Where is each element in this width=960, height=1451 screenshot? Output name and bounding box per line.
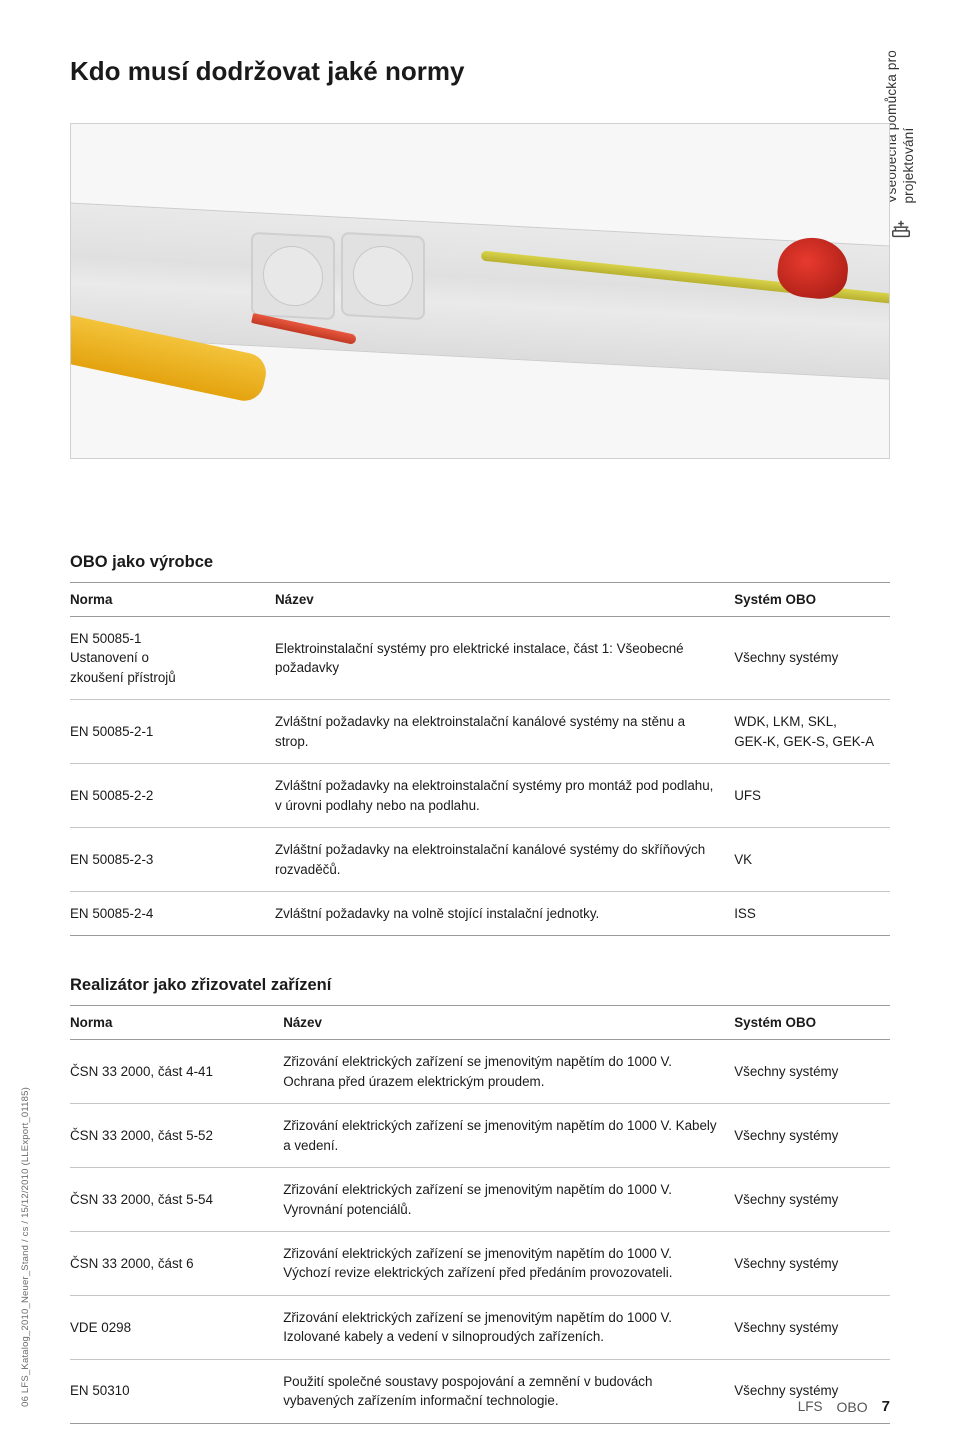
table-row: ČSN 33 2000, část 5-52Zřizování elektric… [70,1104,890,1168]
table-row: EN 50085-2-3Zvláštní požadavky na elektr… [70,828,890,892]
table-cell: Zřizování elektrických zařízení se jmeno… [283,1232,734,1296]
table-cell: EN 50310 [70,1359,283,1423]
table-row: EN 50085-2-1Zvláštní požadavky na elektr… [70,700,890,764]
table-cell: Zvláštní požadavky na elektroinstalační … [275,828,734,892]
table-cell: EN 50085-2-3 [70,828,275,892]
table-cell: Všechny systémy [734,617,890,700]
table-cell: ČSN 33 2000, část 4-41 [70,1040,283,1104]
page-title: Kdo musí dodržovat jaké normy [70,56,890,87]
table-cell: EN 50085-1Ustanovení ozkoušení přístrojů [70,617,275,700]
table-cell: Všechny systémy [734,1104,890,1168]
table-cell: Zvláštní požadavky na elektroinstalační … [275,764,734,828]
hero-image [70,123,890,459]
table-row: ČSN 33 2000, část 6Zřizování elektrickýc… [70,1232,890,1296]
table-cell: UFS [734,764,890,828]
section-title-2: Realizátor jako zřizovatel zařízení [70,976,890,995]
table-cell: Všechny systémy [734,1295,890,1359]
table-cell: VDE 0298 [70,1295,283,1359]
footer-lfs: LFS [798,1399,823,1414]
table-row: ČSN 33 2000, část 5-54Zřizování elektric… [70,1168,890,1232]
footer-obo: OBO [837,1399,868,1415]
table-cell: ČSN 33 2000, část 5-52 [70,1104,283,1168]
hero-socket-box [251,232,335,320]
table-cell: Všechny systémy [734,1232,890,1296]
table-cell: Zřizování elektrických zařízení se jmeno… [283,1168,734,1232]
table-cell: EN 50085-2-2 [70,764,275,828]
table-cell: EN 50085-2-1 [70,700,275,764]
hero-socket-box [341,232,425,320]
table-cell: ISS [734,891,890,935]
section-tab-line2: projektování [901,128,916,204]
table-cell: ČSN 33 2000, část 5-54 [70,1168,283,1232]
norms-table-manufacturer: Norma Název Systém OBO EN 50085-1Ustanov… [70,582,890,936]
table-cell: ČSN 33 2000, část 6 [70,1232,283,1296]
table-head: Název [275,583,734,617]
table-row: EN 50085-1Ustanovení ozkoušení přístrojů… [70,617,890,700]
table-cell: Zvláštní požadavky na volně stojící inst… [275,891,734,935]
table-cell: Elektroinstalační systémy pro elektrické… [275,617,734,700]
table-head: Norma [70,583,275,617]
table-row: EN 50310Použití společné soustavy pospoj… [70,1359,890,1423]
section-title-1: OBO jako výrobce [70,553,890,572]
table-cell: Zřizování elektrických zařízení se jmeno… [283,1104,734,1168]
page-footer: LFS OBO 7 [798,1398,890,1415]
table-row: ČSN 33 2000, část 4-41Zřizování elektric… [70,1040,890,1104]
norms-table-installer: Norma Název Systém OBO ČSN 33 2000, část… [70,1005,890,1423]
table-cell: EN 50085-2-4 [70,891,275,935]
table-cell: Zvláštní požadavky na elektroinstalační … [275,700,734,764]
table-cell: Všechny systémy [734,1040,890,1104]
table-head: Název [283,1006,734,1040]
table-cell: Zřizování elektrických zařízení se jmeno… [283,1295,734,1359]
table-row: EN 50085-2-2Zvláštní požadavky na elektr… [70,764,890,828]
table-head: Norma [70,1006,283,1040]
footer-page-number: 7 [882,1398,890,1415]
table-cell: Všechny systémy [734,1168,890,1232]
table-cell: Použití společné soustavy pospojování a … [283,1359,734,1423]
table-row: EN 50085-2-4Zvláštní požadavky na volně … [70,891,890,935]
table-head: Systém OBO [734,1006,890,1040]
table-row: VDE 0298Zřizování elektrických zařízení … [70,1295,890,1359]
table-cell: VK [734,828,890,892]
table-cell: WDK, LKM, SKL,GEK-K, GEK-S, GEK-A [734,700,890,764]
table-cell: Zřizování elektrických zařízení se jmeno… [283,1040,734,1104]
spine-text: 06 LFS_Katalog_2010_Neuer_Stand / cs / 1… [20,1087,31,1407]
drawing-icon [890,218,912,240]
table-head: Systém OBO [734,583,890,617]
